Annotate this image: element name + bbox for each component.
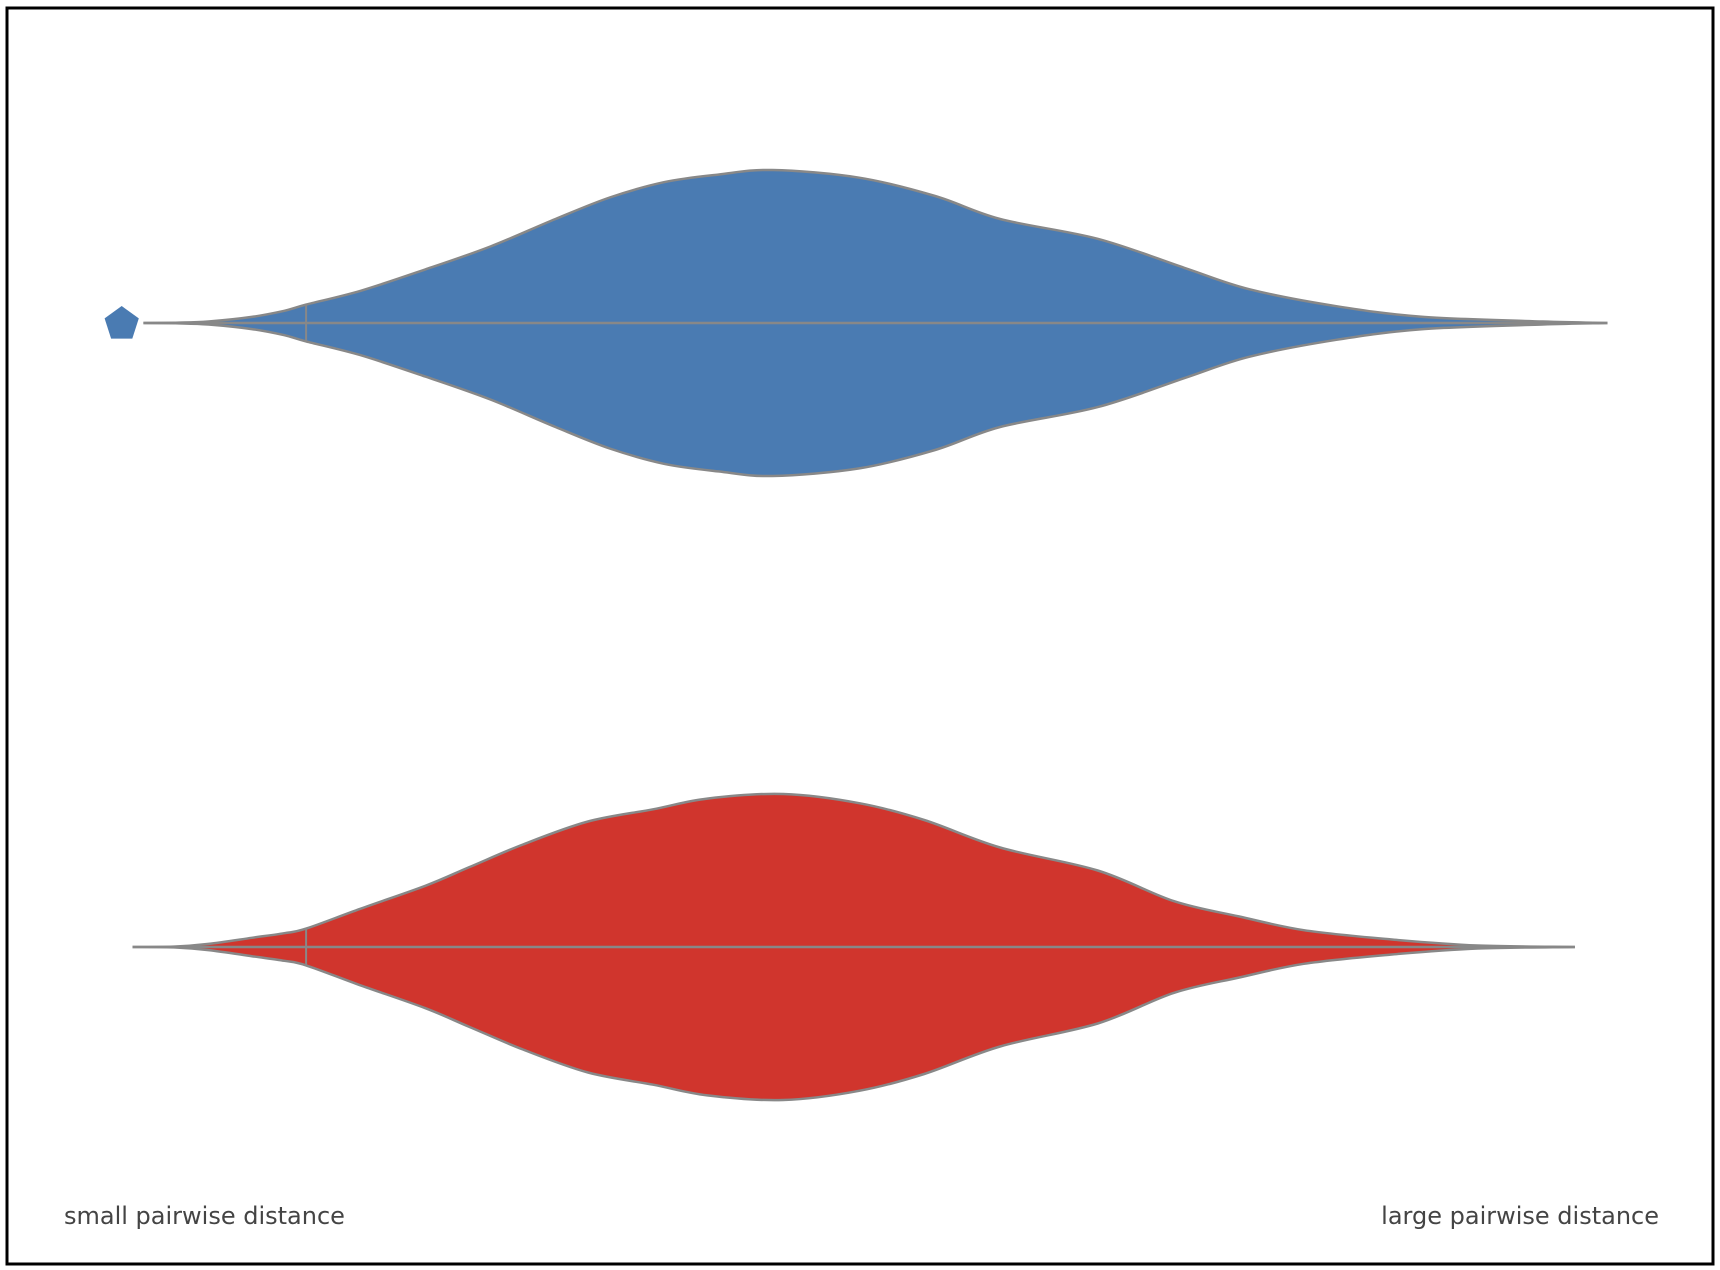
pentagon-marker <box>104 306 139 339</box>
violin-group <box>104 168 1608 1102</box>
annotation-small-distance: small pairwise distance <box>64 1202 345 1230</box>
annotation-large-distance: large pairwise distance <box>1381 1202 1659 1230</box>
